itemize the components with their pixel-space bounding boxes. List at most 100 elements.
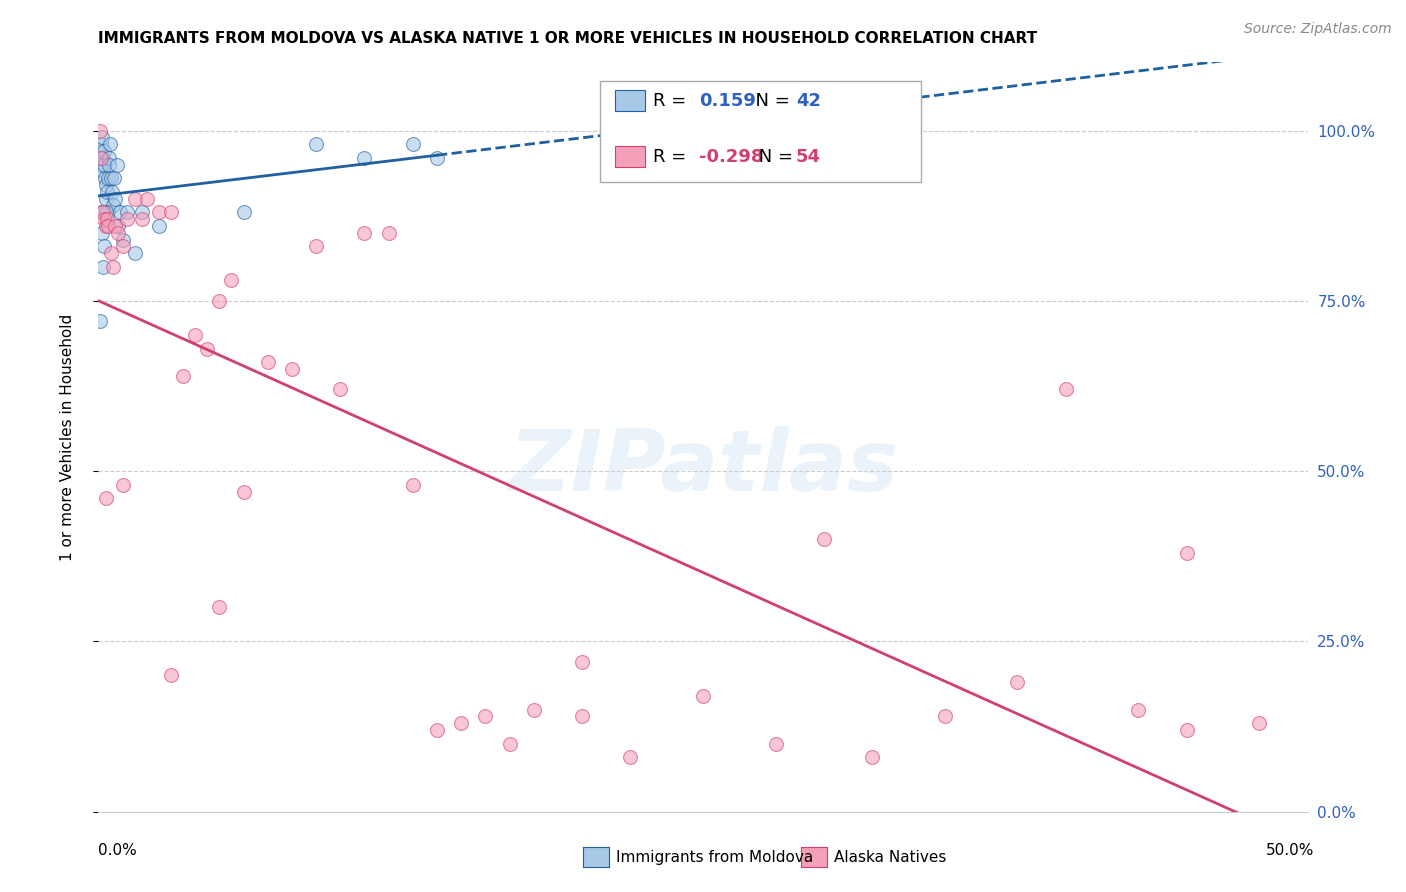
Point xyxy=(98,158,121,172)
Text: Alaska Natives: Alaska Natives xyxy=(834,850,946,864)
Point xyxy=(90,205,112,219)
Point xyxy=(232,484,254,499)
Point xyxy=(426,723,449,737)
Point xyxy=(97,171,120,186)
Text: N =: N = xyxy=(744,92,796,110)
Point xyxy=(571,709,593,723)
Point xyxy=(1175,723,1198,737)
Point xyxy=(402,137,425,152)
Point xyxy=(117,212,139,227)
Point xyxy=(1249,716,1271,731)
Point xyxy=(89,144,111,158)
Point xyxy=(96,185,118,199)
Text: N =: N = xyxy=(752,148,799,166)
Point xyxy=(256,355,278,369)
Point xyxy=(104,192,127,206)
Point xyxy=(89,151,111,165)
Point xyxy=(90,158,112,172)
Point xyxy=(619,750,641,764)
Point xyxy=(426,151,449,165)
Point xyxy=(353,226,375,240)
Text: Immigrants from Moldova: Immigrants from Moldova xyxy=(616,850,813,864)
Text: ZIPatlas: ZIPatlas xyxy=(508,425,898,508)
Point xyxy=(571,655,593,669)
Point xyxy=(93,144,115,158)
Point xyxy=(104,219,127,233)
FancyBboxPatch shape xyxy=(600,81,921,182)
Point xyxy=(195,342,218,356)
Point xyxy=(1007,675,1029,690)
Point xyxy=(91,151,114,165)
Point xyxy=(172,368,194,383)
Point xyxy=(93,239,115,253)
Y-axis label: 1 or more Vehicles in Household: 1 or more Vehicles in Household xyxy=(60,313,75,561)
Point xyxy=(97,151,120,165)
Point xyxy=(91,205,114,219)
Point xyxy=(353,151,375,165)
Point xyxy=(96,192,118,206)
Point xyxy=(94,205,117,219)
Point xyxy=(148,219,170,233)
Point xyxy=(1128,702,1150,716)
Point xyxy=(91,164,114,178)
Point xyxy=(98,137,121,152)
Point xyxy=(107,219,129,233)
Point xyxy=(101,260,124,274)
Point xyxy=(91,226,114,240)
Text: 0.159: 0.159 xyxy=(699,92,756,110)
Bar xyxy=(614,90,645,112)
Point xyxy=(221,273,243,287)
Point xyxy=(208,293,231,308)
Point xyxy=(765,737,787,751)
Point xyxy=(208,600,231,615)
Point xyxy=(232,205,254,219)
Point xyxy=(498,737,520,751)
Point xyxy=(377,226,399,240)
Point xyxy=(100,171,122,186)
Point xyxy=(97,205,120,219)
Point xyxy=(101,198,124,212)
Text: IMMIGRANTS FROM MOLDOVA VS ALASKA NATIVE 1 OR MORE VEHICLES IN HOUSEHOLD CORRELA: IMMIGRANTS FROM MOLDOVA VS ALASKA NATIVE… xyxy=(98,31,1038,46)
Point xyxy=(131,205,153,219)
Text: R =: R = xyxy=(654,148,692,166)
Text: R =: R = xyxy=(654,92,692,110)
Point xyxy=(100,185,122,199)
Text: 0.0%: 0.0% xyxy=(98,843,138,858)
Point xyxy=(111,239,134,253)
Point xyxy=(934,709,956,723)
Point xyxy=(1054,383,1077,397)
Point xyxy=(96,212,118,227)
Text: -0.298: -0.298 xyxy=(699,148,763,166)
Point xyxy=(148,205,170,219)
Point xyxy=(860,750,883,764)
Point xyxy=(523,702,546,716)
Point xyxy=(305,239,328,253)
Point xyxy=(91,260,114,274)
Point xyxy=(94,171,117,186)
Point xyxy=(93,212,115,227)
Point xyxy=(89,314,111,328)
Point xyxy=(89,123,111,137)
Point xyxy=(94,219,117,233)
Point xyxy=(131,212,153,227)
Point xyxy=(100,246,122,260)
Point xyxy=(91,130,114,145)
Point xyxy=(111,477,134,491)
Point xyxy=(402,477,425,491)
Text: 50.0%: 50.0% xyxy=(1267,843,1315,858)
Point xyxy=(105,158,128,172)
Point xyxy=(107,226,129,240)
Point xyxy=(281,362,304,376)
Text: Source: ZipAtlas.com: Source: ZipAtlas.com xyxy=(1244,22,1392,37)
Text: 42: 42 xyxy=(796,92,821,110)
Point xyxy=(135,192,157,206)
Point xyxy=(108,205,131,219)
Text: 54: 54 xyxy=(796,148,821,166)
Point xyxy=(813,533,835,547)
Point xyxy=(93,158,115,172)
Bar xyxy=(614,146,645,168)
Point xyxy=(692,689,714,703)
Point xyxy=(117,205,139,219)
Point xyxy=(94,178,117,192)
Point xyxy=(329,383,352,397)
